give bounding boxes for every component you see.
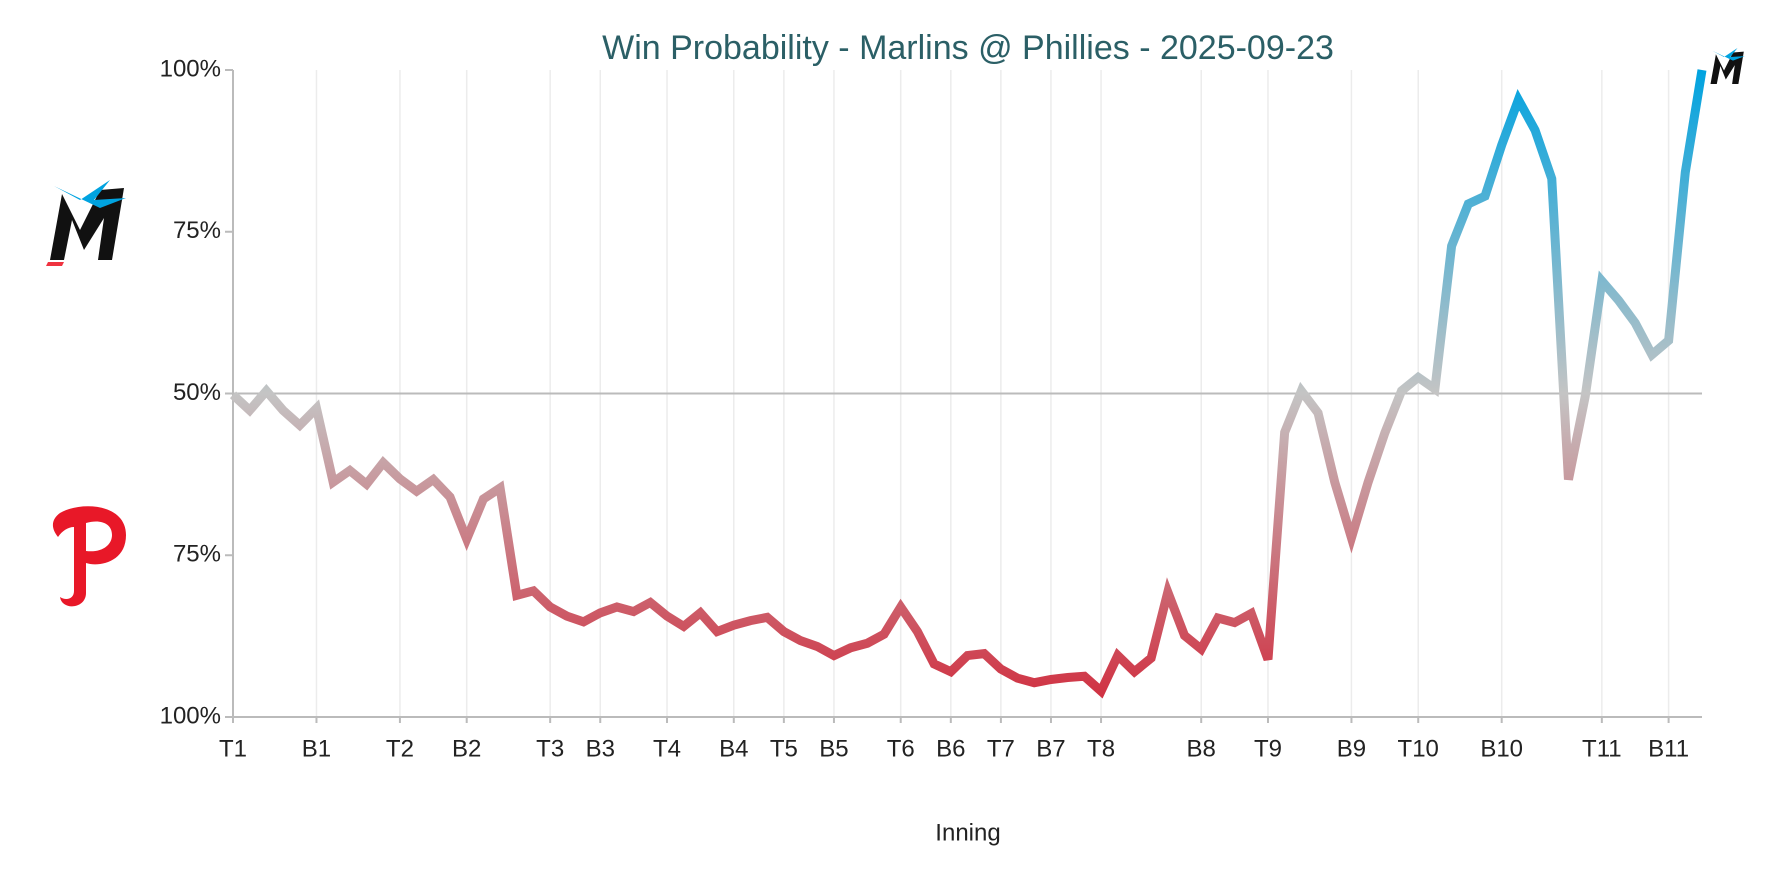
x-tick-label: B7 — [1036, 735, 1065, 762]
x-tick-label: T2 — [386, 735, 414, 762]
x-tick-label: T11 — [1582, 735, 1622, 762]
phillies-logo — [52, 506, 126, 607]
y-tick-label: 50% — [173, 379, 221, 406]
chart-title: Win Probability - Marlins @ Phillies - 2… — [602, 29, 1334, 67]
x-tick-label: B3 — [586, 735, 615, 762]
x-tick-label: T7 — [987, 735, 1015, 762]
x-tick-label: B4 — [719, 735, 748, 762]
x-tick-label: B6 — [936, 735, 965, 762]
marlins-end-logo — [1710, 48, 1745, 84]
x-tick-label: B10 — [1480, 735, 1523, 762]
x-tick-label: T9 — [1254, 735, 1282, 762]
x-axis-label: Inning — [935, 819, 1000, 846]
x-tick-label: T1 — [219, 735, 247, 762]
y-tick-label: 75% — [173, 217, 221, 244]
y-tick-label: 100% — [160, 702, 221, 729]
x-tick-label: T8 — [1087, 735, 1115, 762]
x-tick-label: B1 — [302, 735, 331, 762]
marlins-logo — [46, 180, 126, 266]
x-tick-label: T3 — [536, 735, 564, 762]
x-tick-label: B8 — [1187, 735, 1216, 762]
x-tick-label: T4 — [653, 735, 681, 762]
x-tick-label: B5 — [819, 735, 848, 762]
x-tick-label: T6 — [887, 735, 915, 762]
x-tick-label: T5 — [770, 735, 798, 762]
win-probability-line — [229, 69, 1707, 699]
x-tick-label: B11 — [1648, 735, 1689, 762]
y-tick-label: 100% — [160, 55, 221, 82]
x-tick-label: B2 — [452, 735, 481, 762]
x-tick-label: T10 — [1398, 735, 1439, 762]
x-tick-label: B9 — [1337, 735, 1366, 762]
y-tick-label: 75% — [173, 541, 221, 568]
